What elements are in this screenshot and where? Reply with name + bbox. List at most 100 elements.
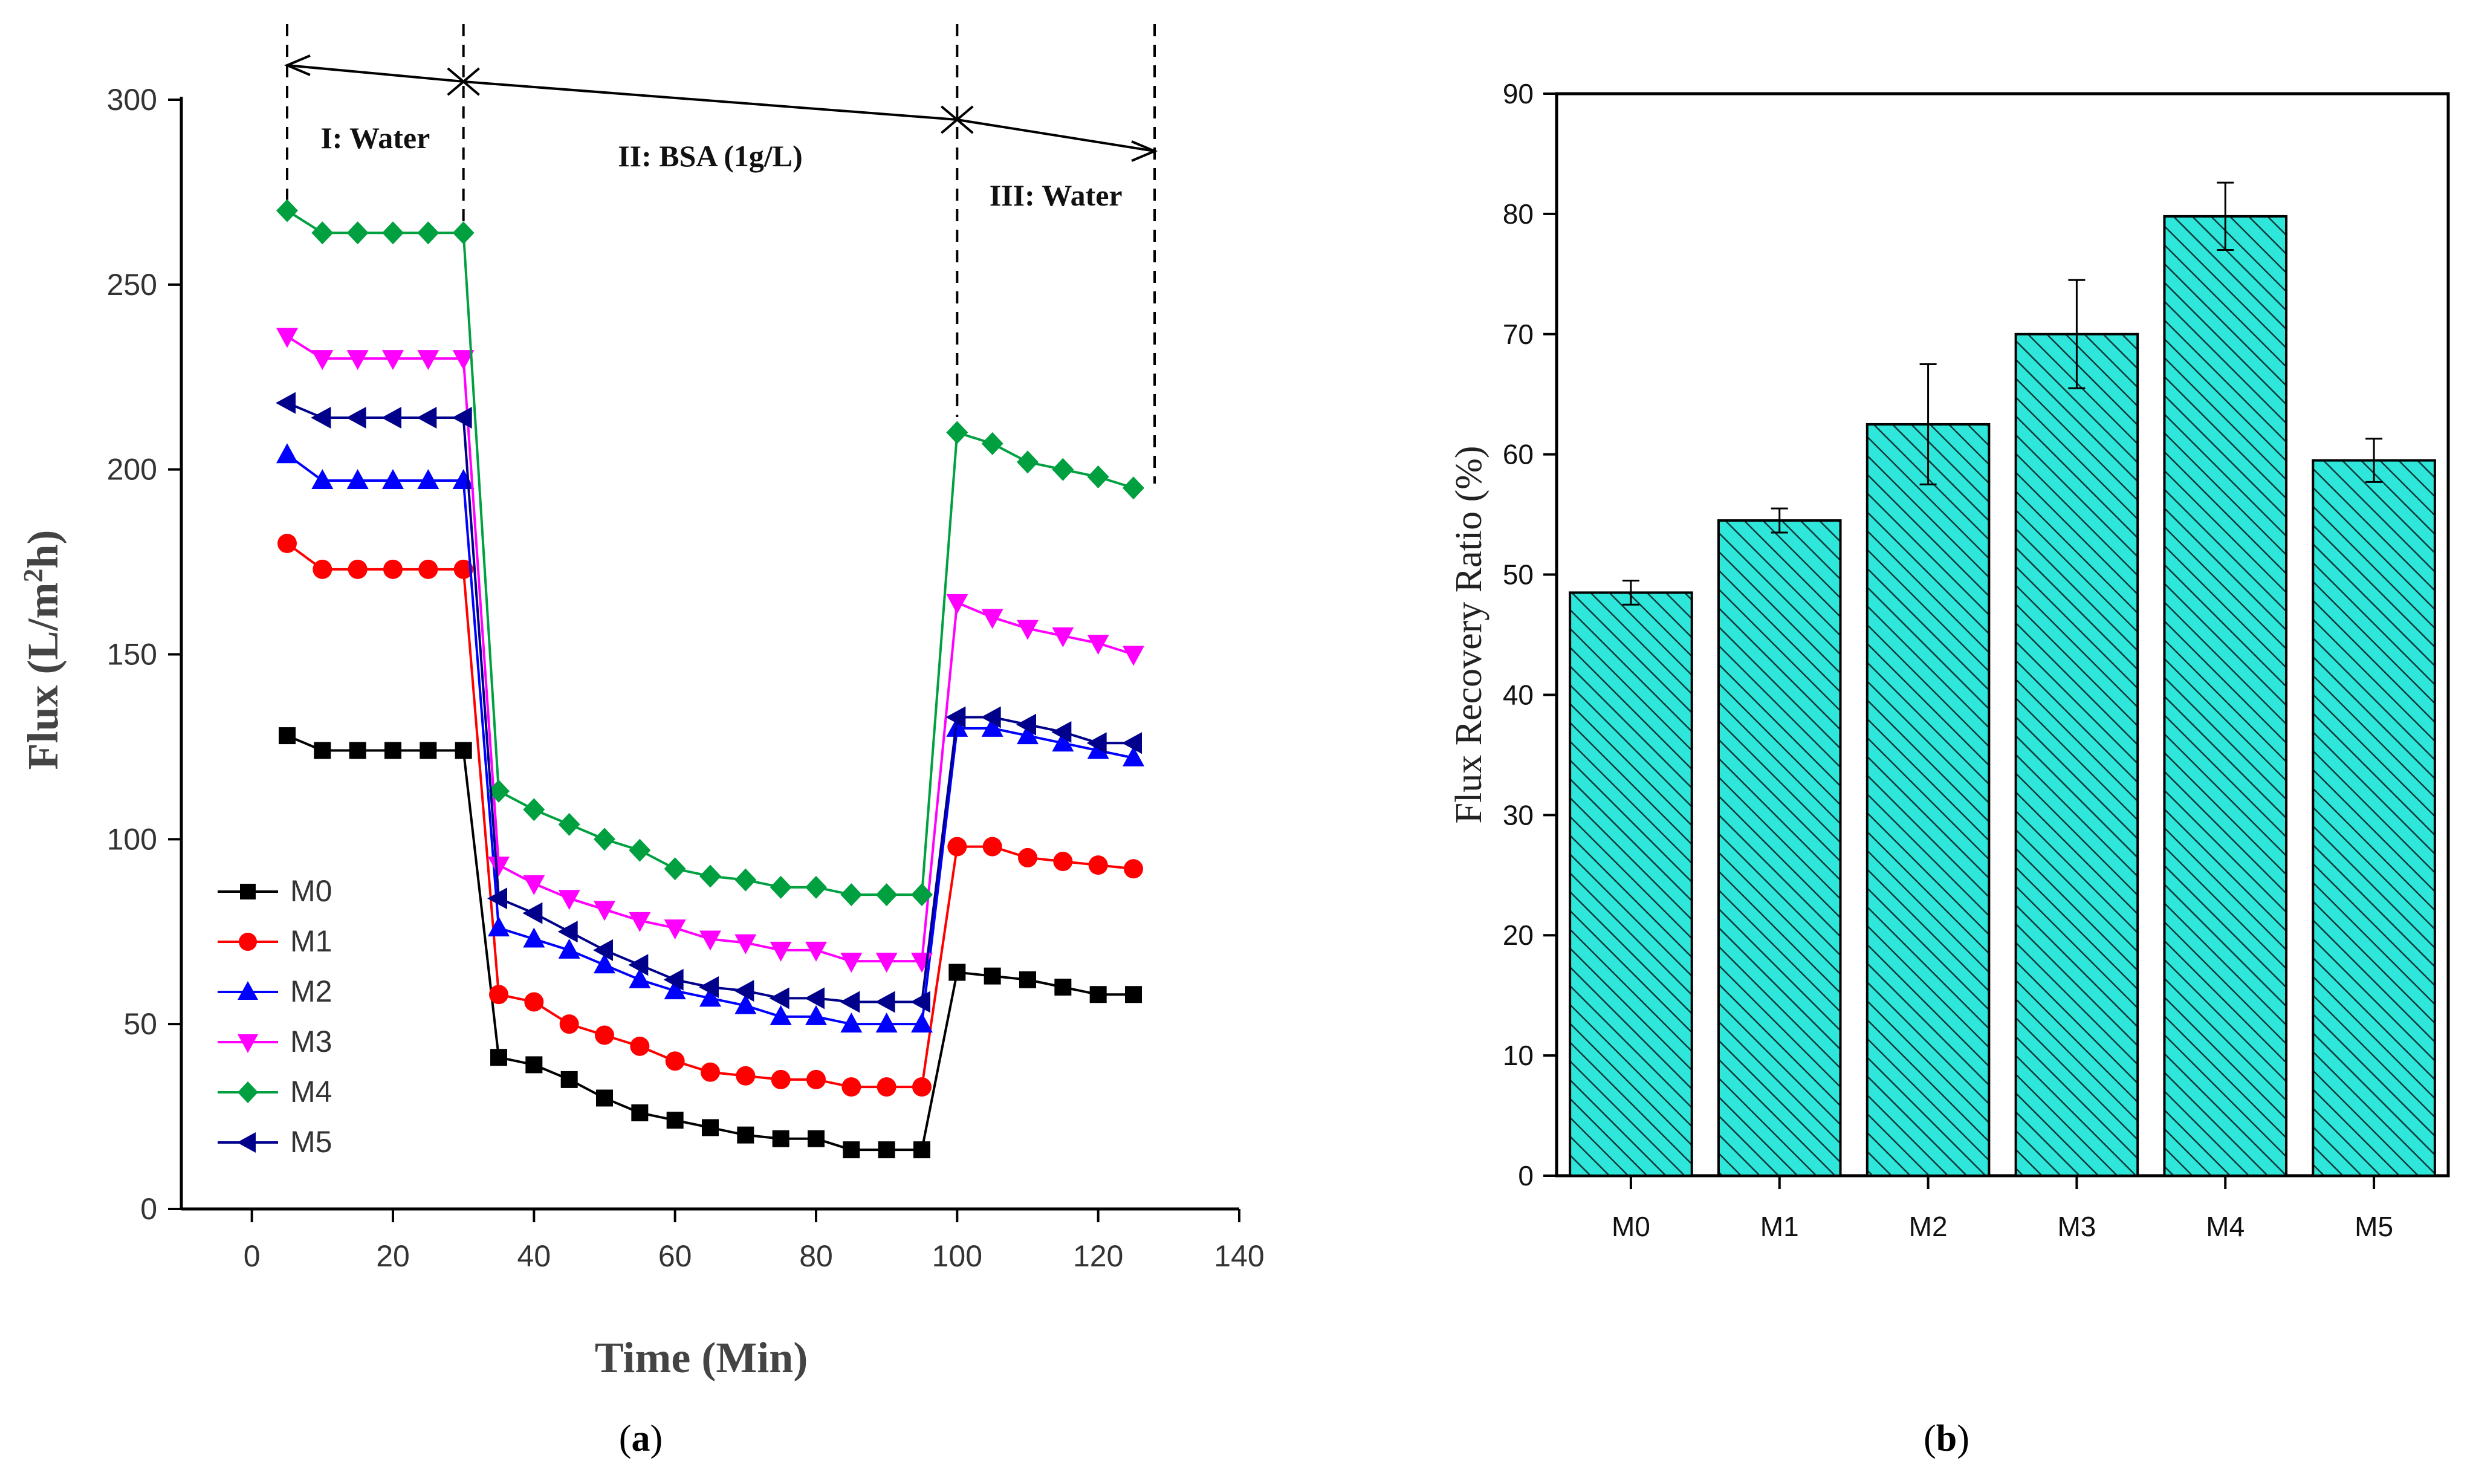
data-point <box>560 1071 578 1088</box>
panel-b-category-labels: M0 M1 M2 M3 M4 M5 <box>1612 1176 2393 1242</box>
legend-label: M4 <box>290 1075 332 1109</box>
data-point <box>1017 450 1039 474</box>
data-point <box>593 939 613 961</box>
y-tick-label: 0 <box>140 1192 157 1226</box>
y-label-superscript: 2 <box>18 569 48 583</box>
data-point <box>910 991 930 1013</box>
panel-a-ticks: 0 20 40 60 80 100 120 140 0 50 100 150 200 250 300 <box>107 83 1265 1273</box>
panel-a-label-close: ) <box>650 1418 663 1459</box>
legend-entry-m3: M3 <box>218 1025 332 1058</box>
panel-b-label-letter: b <box>1936 1418 1957 1459</box>
bar-m4 <box>2163 215 2288 1177</box>
y-tick-label: 80 <box>1503 198 1534 230</box>
y-tick-label: 10 <box>1503 1040 1534 1071</box>
data-point <box>311 469 334 490</box>
data-point <box>238 1081 258 1103</box>
panel-a-flux-chart: 0 20 40 60 80 100 120 140 0 50 100 150 200 250 300 I: … <box>18 24 1265 1459</box>
data-point <box>279 727 296 745</box>
panel-a-axes <box>180 97 1239 1211</box>
data-point <box>630 1036 650 1056</box>
data-point <box>314 742 331 759</box>
y-tick-label: 300 <box>107 83 157 117</box>
stage-arrow-line <box>287 64 1155 152</box>
data-point <box>238 1034 258 1053</box>
data-point <box>945 706 966 728</box>
data-point <box>346 350 369 371</box>
data-point <box>1086 732 1107 754</box>
panel-b-y-axis-label: Flux Recovery Ratio (%) <box>1448 446 1489 823</box>
data-point <box>734 994 757 1014</box>
data-point <box>628 954 649 976</box>
panel-a-stage-annotations: I: Water II: BSA (1g/L) III: Water <box>284 24 1158 484</box>
legend-entry-m4: M4 <box>218 1075 332 1109</box>
series-m0 <box>279 727 1142 1159</box>
bar-m1 <box>1717 519 1842 1177</box>
category-label: M4 <box>2206 1211 2245 1242</box>
x-tick-label: 100 <box>932 1239 982 1273</box>
data-point <box>349 742 366 759</box>
legend-entry-m2: M2 <box>218 974 332 1008</box>
data-point <box>239 933 257 951</box>
data-point <box>452 350 475 371</box>
data-point <box>452 221 475 245</box>
data-point <box>981 706 1001 728</box>
x-tick-label: 140 <box>1214 1239 1264 1273</box>
data-point <box>1088 855 1108 875</box>
legend-entry-m1: M1 <box>218 924 332 958</box>
data-point <box>770 941 792 962</box>
panel-a-label: (a) <box>619 1418 663 1459</box>
data-point <box>455 742 472 759</box>
stage-label: III: Water <box>990 178 1123 212</box>
bar-m3 <box>2014 332 2139 1177</box>
data-point <box>701 1062 720 1082</box>
data-point <box>276 392 296 414</box>
data-point <box>664 919 686 940</box>
y-tick-label: 60 <box>1503 439 1534 470</box>
panel-a-legend: M0 M1 M2 M3 M4 M5 <box>218 874 332 1159</box>
x-tick-label: 120 <box>1073 1239 1123 1273</box>
data-point <box>382 469 404 490</box>
data-point <box>1053 852 1073 872</box>
stage-junction-mark <box>941 105 974 134</box>
panel-b-frr-chart: 0 10 20 30 40 50 60 70 80 90 M0 M1 M2 M3 M4 M5 Flux Re… <box>1448 78 2450 1459</box>
stage-junction-mark <box>447 67 480 96</box>
data-point <box>383 559 403 579</box>
legend-entry-m5: M5 <box>218 1125 332 1159</box>
data-point <box>911 883 933 907</box>
x-tick-label: 80 <box>799 1239 833 1273</box>
data-point <box>948 964 966 981</box>
data-point <box>311 350 334 371</box>
data-point <box>841 1077 861 1097</box>
data-point <box>875 883 898 907</box>
data-point <box>631 1104 649 1121</box>
data-point <box>237 1132 256 1153</box>
data-point <box>417 469 439 490</box>
data-point <box>840 991 860 1013</box>
data-point <box>557 921 578 943</box>
data-point <box>805 941 827 962</box>
data-point <box>1018 847 1037 867</box>
data-point <box>984 967 1001 985</box>
stage-label: I: Water <box>320 121 430 155</box>
series-line <box>286 209 1134 896</box>
data-point <box>417 221 439 245</box>
data-point <box>346 221 369 245</box>
data-point <box>699 864 721 888</box>
data-point <box>805 875 827 899</box>
data-point <box>699 930 721 951</box>
data-point <box>381 407 401 429</box>
stage-arrowhead <box>1131 140 1158 162</box>
data-point <box>1087 465 1109 488</box>
category-label: M5 <box>2355 1211 2393 1242</box>
data-point <box>277 534 297 553</box>
data-point <box>238 981 258 1000</box>
data-point <box>522 902 543 924</box>
data-point <box>806 1069 826 1089</box>
data-point <box>487 887 507 910</box>
category-label: M0 <box>1612 1211 1650 1242</box>
series-line <box>287 401 1133 1003</box>
data-point <box>384 742 401 759</box>
y-tick-label: 0 <box>1518 1160 1534 1191</box>
data-point <box>875 991 895 1013</box>
data-point <box>981 716 1003 737</box>
